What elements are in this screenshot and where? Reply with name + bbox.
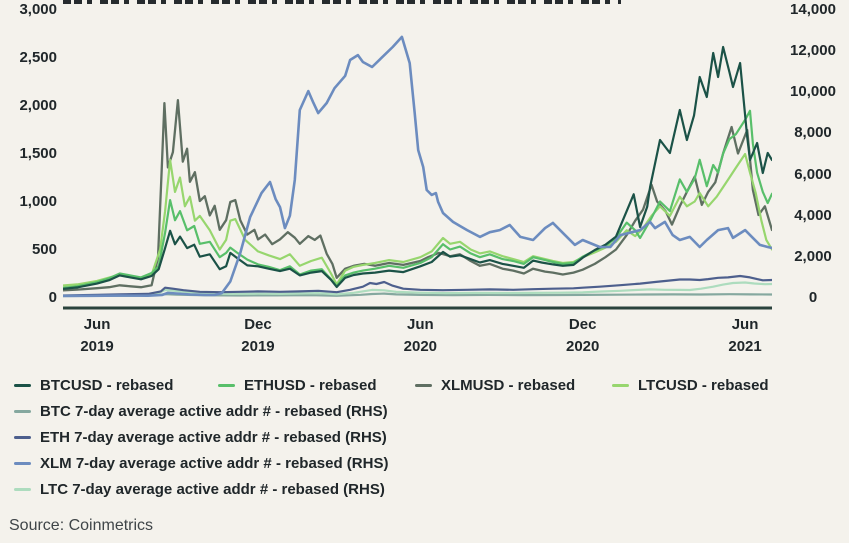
x-tick-month: Dec (568, 316, 597, 333)
legend-label: XLMUSD - rebased (441, 377, 576, 394)
y-tick-label: 2,000 (19, 97, 57, 114)
legend-item-btc_addr: BTC 7-day average active addr # - rebase… (14, 403, 388, 420)
y-tick-label: 4,000 (794, 206, 832, 224)
y-tick-label: 500 (31, 241, 57, 258)
legend-dash-icon (14, 435, 31, 440)
series-line-xlmusd (63, 99, 772, 292)
y-tick-label: 0 (48, 289, 57, 306)
cropped-title-artifact (63, 0, 621, 4)
legend-dash-icon (14, 461, 31, 466)
x-tick-year: 2019 (241, 338, 275, 355)
legend-label: XLM 7-day average active addr # - rebase… (40, 455, 389, 472)
y-tick-label: 1,000 (19, 193, 57, 210)
x-tick-month: Jun (406, 316, 434, 333)
series-line-xlm_addr (63, 35, 772, 298)
y-tick-label: 14,000 (790, 1, 836, 18)
x-tick-label: Dec 2019 (223, 314, 293, 358)
series-line-ethusd (63, 109, 772, 289)
y-tick-label: 1,500 (19, 145, 57, 162)
legend-item-eth_addr: ETH 7-day average active addr # - rebase… (14, 429, 387, 446)
x-tick-label: Jun 2019 (62, 314, 132, 358)
legend-label: BTC 7-day average active addr # - rebase… (40, 403, 388, 420)
legend-label: LTCUSD - rebased (638, 377, 769, 394)
y-tick-label: 8,000 (794, 124, 832, 142)
series-line-btcusd (63, 45, 772, 290)
x-tick-year: 2021 (728, 338, 762, 355)
legend-item-btcusd: BTCUSD - rebased (14, 377, 173, 394)
y-tick-label: 6,000 (794, 165, 832, 183)
legend-label: BTCUSD - rebased (40, 377, 174, 394)
y-tick-label: 12,000 (790, 42, 836, 60)
legend-label: LTC 7-day average active addr # - rebase… (40, 481, 385, 498)
legend-item-ethusd: ETHUSD - rebased (218, 377, 377, 394)
source-note: Source: Coinmetrics (9, 517, 154, 534)
legend-item-ltcusd: LTCUSD - rebased (612, 377, 769, 394)
legend-label: ETH 7-day average active addr # - rebase… (40, 429, 387, 446)
series-line-btc_addr (63, 292, 772, 298)
y-tick-label: 10,000 (790, 83, 836, 101)
x-tick-year: 2020 (403, 338, 438, 355)
chart-svg (63, 35, 772, 310)
x-tick-month: Dec (244, 316, 272, 333)
x-tick-month: Jun (83, 316, 111, 333)
legend-label: ETHUSD - rebased (244, 377, 377, 394)
legend-dash-icon (415, 383, 432, 388)
legend-dash-icon (14, 487, 31, 492)
x-tick-year: 2019 (80, 338, 114, 355)
legend-dash-icon (14, 383, 31, 388)
y-tick-label: 2,500 (19, 49, 57, 66)
series-line-ltcusd (63, 152, 772, 287)
y-tick-label: 0 (808, 289, 818, 306)
legend-dash-icon (218, 383, 235, 388)
legend-dash-icon (612, 383, 629, 388)
y-tick-label: 2,000 (794, 247, 832, 265)
legend-item-xlm_addr: XLM 7-day average active addr # - rebase… (14, 455, 388, 472)
x-tick-label: Dec 2020 (548, 314, 618, 358)
x-tick-year: 2020 (566, 338, 600, 355)
x-tick-month: Jun (731, 316, 759, 333)
legend-dash-icon (14, 409, 31, 414)
x-tick-label: Jun 2020 (385, 314, 455, 358)
legend-item-ltc_addr: LTC 7-day average active addr # - rebase… (14, 481, 385, 498)
x-tick-label: Jun 2021 (710, 314, 780, 358)
y-tick-label: 3,000 (19, 1, 57, 18)
series-line-eth_addr (63, 274, 772, 297)
legend-item-xlmusd: XLMUSD - rebased (415, 377, 575, 394)
